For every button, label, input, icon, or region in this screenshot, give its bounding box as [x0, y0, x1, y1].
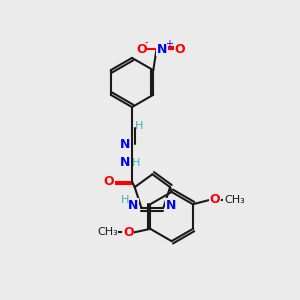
Text: O: O [210, 193, 220, 206]
Text: N: N [120, 155, 130, 169]
Text: CH₃: CH₃ [97, 227, 118, 238]
Text: O: O [123, 226, 134, 239]
Text: -: - [145, 37, 148, 47]
Text: O: O [103, 175, 114, 188]
Text: N: N [120, 137, 130, 151]
Text: O: O [174, 43, 185, 56]
Text: H: H [134, 121, 143, 131]
Text: N: N [166, 199, 176, 212]
Text: CH₃: CH₃ [224, 195, 245, 205]
Text: H: H [121, 194, 129, 205]
Text: O: O [136, 43, 147, 56]
Text: H: H [131, 158, 140, 168]
Text: N: N [157, 43, 167, 56]
Text: N: N [128, 199, 138, 212]
Text: +: + [165, 39, 173, 49]
